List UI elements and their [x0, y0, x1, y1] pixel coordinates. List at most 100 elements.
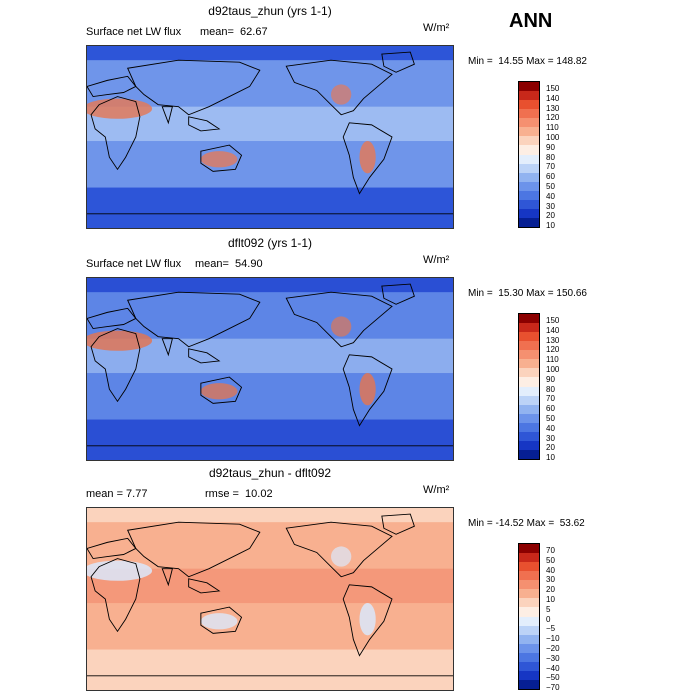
map-hot-region: [331, 84, 352, 105]
colorbar-tick-label: 90: [546, 374, 555, 384]
panel-units: W/m²: [423, 22, 450, 34]
colorbar-tick-label: 150: [546, 84, 560, 93]
panel-title: d92taus_zhun - dflt092: [208, 466, 332, 480]
map-field: [87, 278, 453, 460]
colorbar-tick-label: 50: [546, 181, 555, 191]
colorbar-tick-label: −40: [546, 663, 560, 673]
colorbar-tick-label: 30: [546, 575, 555, 585]
map-panel: [86, 277, 454, 461]
panel-units: W/m²: [423, 254, 450, 266]
colorbar-tick-label: 140: [546, 93, 560, 103]
colorbar-segment: [519, 118, 539, 128]
colorbar-tick-label: 110: [546, 355, 559, 365]
colorbar-labels: 150 140 130 120 110 100 90 80 70 60 50 40 30 20 10: [546, 316, 559, 463]
panel-label-left: Surface net LW flux: [86, 26, 182, 38]
colorbar-segment: [519, 386, 539, 396]
colorbar-segment: [519, 670, 539, 680]
season-label: ANN: [509, 10, 553, 32]
panel-title: d92taus_zhun (yrs 1-1): [208, 4, 332, 18]
colorbar-tick-label: −5: [546, 624, 556, 634]
colorbar-segment: [519, 634, 539, 644]
panel-stat: rmse = 10.02: [205, 488, 273, 500]
colorbar-tick-label: 70: [546, 162, 555, 172]
colorbar-tick-label: 70: [546, 546, 555, 555]
map-panel: [86, 45, 454, 229]
colorbar: [518, 313, 540, 460]
colorbar-segment: [519, 127, 539, 137]
panel-stat: mean= 62.67: [200, 26, 268, 38]
colorbar-tick-label: −20: [546, 643, 560, 653]
colorbar-segment: [519, 314, 539, 324]
colorbar-segment: [519, 422, 539, 432]
colorbar-tick-label: 100: [546, 132, 560, 142]
panel-minmax: Min = -14.52 Max = 53.62: [468, 518, 585, 529]
colorbar: [518, 81, 540, 228]
colorbar-segment: [519, 607, 539, 617]
colorbar-tick-label: 50: [546, 555, 555, 565]
colorbar-segment: [519, 341, 539, 351]
panel-title: dflt092 (yrs 1-1): [227, 236, 313, 250]
colorbar-tick-label: 30: [546, 201, 555, 211]
colorbar-segment: [519, 163, 539, 173]
map-hot-region: [200, 613, 238, 630]
colorbar-tick-label: 0: [546, 614, 551, 624]
colorbar-tick-label: 60: [546, 172, 555, 182]
map-polar-north: [87, 508, 453, 523]
colorbar-tick-label: 70: [546, 394, 555, 404]
colorbar-tick-label: 110: [546, 123, 559, 133]
colorbar-segment: [519, 544, 539, 554]
colorbar-tick-label: 80: [546, 384, 555, 394]
colorbar-segment: [519, 562, 539, 572]
colorbar-segment: [519, 395, 539, 405]
colorbar-segment: [519, 431, 539, 441]
colorbar-segment: [519, 616, 539, 626]
map-hot-region: [359, 373, 376, 406]
colorbar-segment: [519, 332, 539, 342]
colorbar-tick-label: −30: [546, 653, 560, 663]
colorbar-segment: [519, 136, 539, 146]
colorbar-segment: [519, 217, 539, 227]
map-hot-region: [200, 383, 238, 400]
panel-label-left: Surface net LW flux: [86, 258, 182, 270]
colorbar-segment: [519, 181, 539, 191]
colorbar-segment: [519, 553, 539, 563]
colorbar-tick-label: 40: [546, 565, 555, 575]
colorbar-tick-label: 10: [546, 594, 555, 604]
panel-units: W/m²: [423, 484, 450, 496]
panel-minmax: Min = 14.55 Max = 148.82: [468, 56, 587, 67]
colorbar-tick-label: 40: [546, 191, 555, 201]
map-hot-region: [87, 560, 153, 581]
colorbar-segment: [519, 589, 539, 599]
colorbar-tick-label: 30: [546, 433, 555, 443]
colorbar-segment: [519, 91, 539, 101]
colorbar-tick-label: 90: [546, 142, 555, 152]
colorbar-tick-label: 20: [546, 585, 555, 595]
colorbar-segment: [519, 440, 539, 450]
colorbar-segment: [519, 679, 539, 689]
colorbar-tick-label: 120: [546, 345, 560, 355]
map-polar-south: [87, 649, 453, 690]
colorbar-segment: [519, 368, 539, 378]
map-hot-region: [87, 98, 153, 119]
colorbar-segment: [519, 598, 539, 608]
colorbar-segment: [519, 350, 539, 360]
colorbar-tick-label: 60: [546, 404, 555, 414]
colorbar-tick-label: 150: [546, 316, 560, 325]
colorbar-segment: [519, 580, 539, 590]
map-hot-region: [331, 546, 352, 567]
map-polar-south: [87, 419, 453, 460]
colorbar-segment: [519, 323, 539, 333]
colorbar-tick-label: 80: [546, 152, 555, 162]
colorbar: [518, 543, 540, 690]
panel-label-left: mean = 7.77: [86, 488, 148, 500]
colorbar-segment: [519, 190, 539, 200]
colorbar-segment: [519, 145, 539, 155]
colorbar-segment: [519, 377, 539, 387]
colorbar-segment: [519, 82, 539, 92]
colorbar-tick-label: 130: [546, 335, 560, 345]
map-hot-region: [87, 330, 153, 351]
colorbar-segment: [519, 100, 539, 110]
panel-stat: mean= 54.90: [195, 258, 263, 270]
colorbar-segment: [519, 661, 539, 671]
colorbar-segment: [519, 643, 539, 653]
